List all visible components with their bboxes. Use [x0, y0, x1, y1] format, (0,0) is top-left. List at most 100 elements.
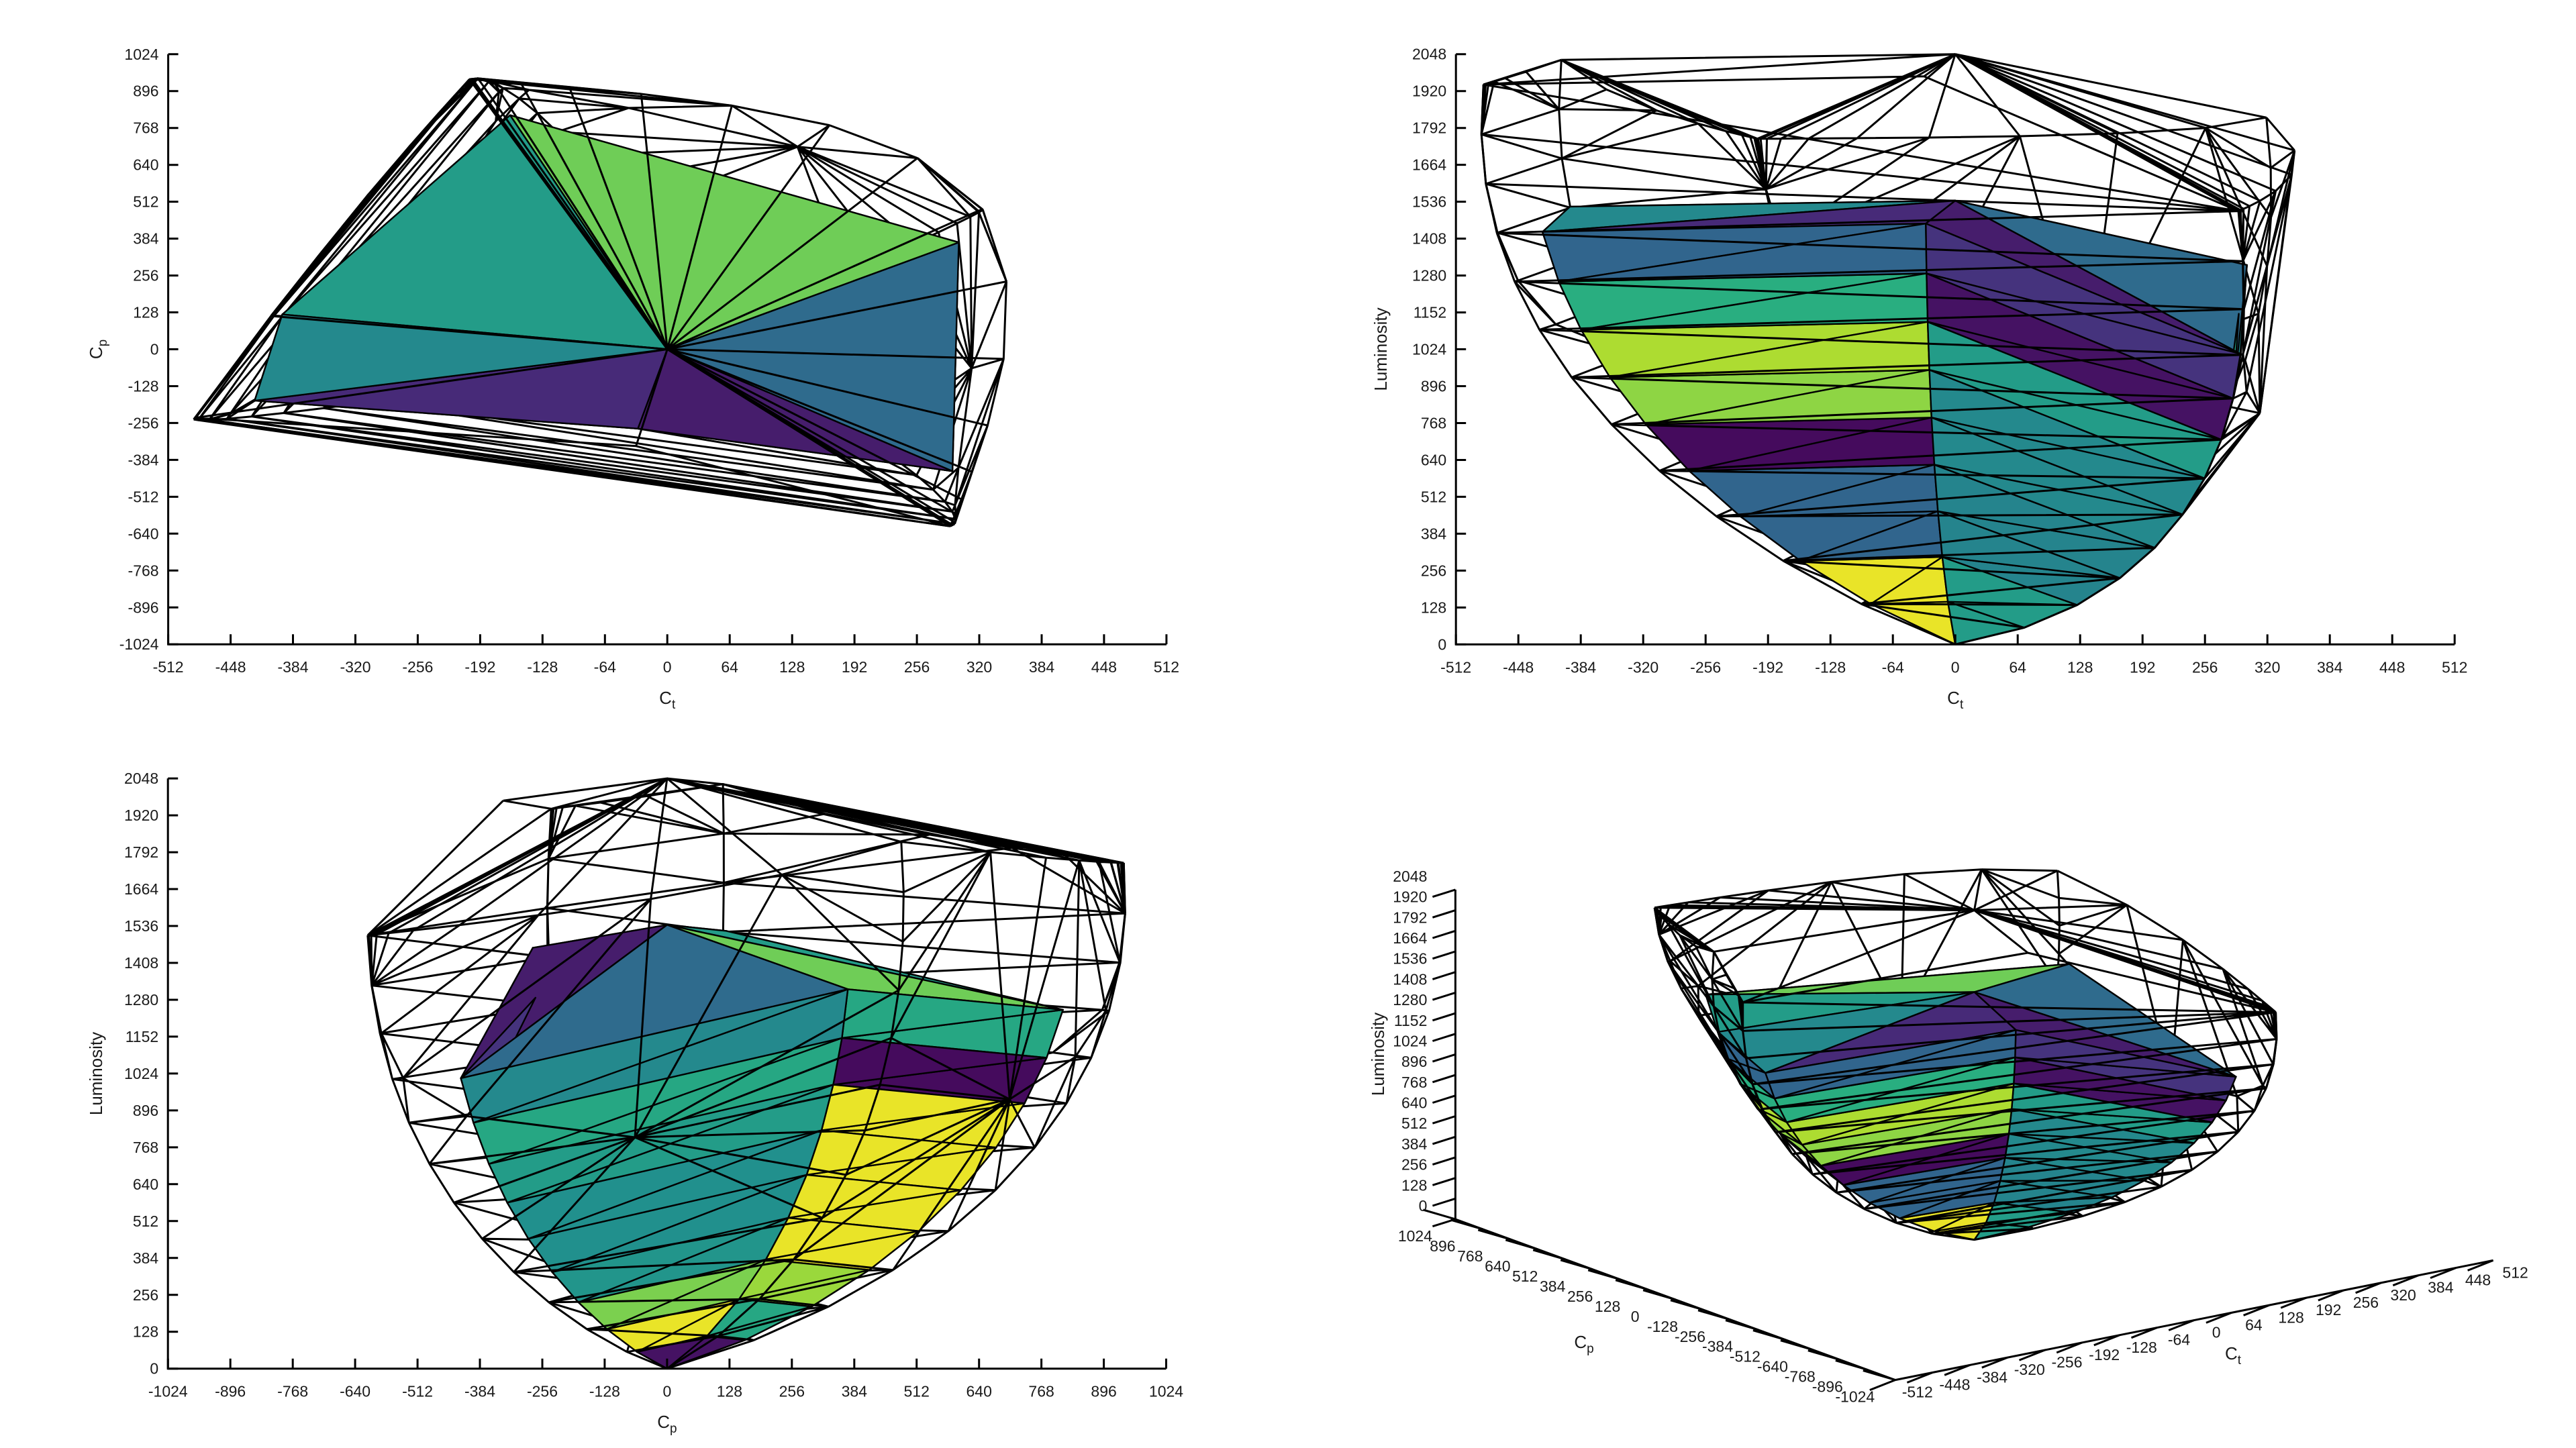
svg-text:448: 448: [1091, 658, 1117, 676]
svg-text:-320: -320: [1628, 658, 1658, 676]
svg-text:1280: 1280: [124, 991, 158, 1009]
svg-text:640: 640: [133, 156, 158, 174]
svg-text:-256: -256: [2051, 1353, 2082, 1371]
svg-text:-64: -64: [2168, 1331, 2190, 1349]
svg-text:-384: -384: [1702, 1338, 1733, 1355]
svg-text:-640: -640: [128, 525, 159, 542]
svg-text:0: 0: [150, 341, 159, 358]
svg-text:1408: 1408: [1412, 230, 1446, 248]
svg-text:384: 384: [1029, 658, 1055, 676]
svg-text:1920: 1920: [1412, 83, 1446, 100]
svg-text:384: 384: [1540, 1278, 1566, 1295]
svg-text:1408: 1408: [124, 954, 158, 972]
svg-text:-768: -768: [128, 562, 159, 579]
svg-text:-1024: -1024: [148, 1383, 188, 1400]
svg-text:128: 128: [133, 1323, 158, 1341]
svg-text:-64: -64: [1882, 658, 1904, 676]
svg-text:448: 448: [2465, 1272, 2491, 1289]
svg-text:1664: 1664: [1393, 929, 1427, 947]
svg-text:128: 128: [1421, 599, 1446, 616]
svg-text:256: 256: [133, 1286, 158, 1304]
svg-text:0: 0: [150, 1360, 158, 1378]
svg-text:1152: 1152: [126, 1028, 158, 1045]
svg-text:-128: -128: [2126, 1339, 2157, 1356]
svg-text:896: 896: [133, 1102, 158, 1119]
svg-text:-512: -512: [1902, 1384, 1933, 1401]
svg-text:768: 768: [1421, 415, 1446, 432]
svg-text:-128: -128: [589, 1383, 620, 1400]
svg-text:512: 512: [1401, 1115, 1427, 1132]
svg-text:640: 640: [1485, 1257, 1510, 1275]
svg-text:384: 384: [133, 230, 159, 248]
svg-text:0: 0: [1438, 635, 1446, 653]
svg-text:0: 0: [2212, 1324, 2221, 1341]
svg-text:256: 256: [1567, 1288, 1593, 1305]
svg-text:896: 896: [1401, 1053, 1427, 1070]
svg-text:-256: -256: [527, 1383, 558, 1400]
svg-text:-768: -768: [1785, 1368, 1816, 1386]
svg-text:-512: -512: [153, 658, 184, 676]
svg-text:1920: 1920: [124, 807, 158, 824]
svg-text:512: 512: [904, 1383, 930, 1400]
svg-text:768: 768: [1401, 1074, 1427, 1091]
svg-text:-192: -192: [1752, 658, 1783, 676]
svg-text:1152: 1152: [1394, 1012, 1427, 1029]
svg-text:1920: 1920: [1393, 888, 1427, 906]
svg-text:1536: 1536: [1412, 193, 1446, 211]
svg-text:384: 384: [133, 1249, 159, 1267]
svg-text:2048: 2048: [1393, 868, 1427, 885]
svg-text:0: 0: [663, 658, 672, 676]
svg-text:256: 256: [779, 1383, 805, 1400]
svg-text:64: 64: [721, 658, 738, 676]
svg-text:320: 320: [2255, 658, 2280, 676]
svg-text:-256: -256: [402, 658, 433, 676]
svg-text:Luminosity: Luminosity: [1368, 1013, 1388, 1096]
svg-text:1024: 1024: [1393, 1032, 1427, 1049]
svg-text:-384: -384: [464, 1383, 495, 1400]
svg-text:1024: 1024: [1149, 1383, 1183, 1400]
svg-text:256: 256: [133, 267, 158, 285]
svg-text:1024: 1024: [1412, 341, 1446, 358]
svg-text:1536: 1536: [1393, 950, 1427, 968]
svg-text:128: 128: [779, 658, 805, 676]
svg-text:0: 0: [663, 1383, 672, 1400]
svg-text:64: 64: [2245, 1316, 2263, 1333]
svg-text:640: 640: [133, 1176, 158, 1193]
svg-text:640: 640: [1421, 452, 1446, 469]
svg-text:-192: -192: [2089, 1346, 2120, 1363]
svg-text:64: 64: [2009, 658, 2026, 676]
svg-text:1024: 1024: [124, 1065, 158, 1082]
svg-text:-128: -128: [128, 378, 159, 395]
svg-text:-896: -896: [128, 599, 159, 616]
svg-text:-512: -512: [1440, 658, 1471, 676]
svg-text:768: 768: [1457, 1247, 1483, 1265]
svg-text:896: 896: [1091, 1383, 1116, 1400]
svg-text:192: 192: [2316, 1301, 2341, 1318]
svg-text:128: 128: [2278, 1308, 2303, 1326]
svg-text:1152: 1152: [1414, 304, 1446, 321]
svg-text:384: 384: [1401, 1135, 1428, 1153]
svg-text:192: 192: [2130, 658, 2155, 676]
svg-text:256: 256: [1401, 1156, 1427, 1174]
svg-text:768: 768: [133, 1139, 158, 1156]
svg-text:-128: -128: [1815, 658, 1846, 676]
svg-text:-448: -448: [215, 658, 246, 676]
svg-text:512: 512: [2502, 1263, 2528, 1281]
svg-text:-320: -320: [340, 658, 370, 676]
svg-text:384: 384: [1421, 525, 1447, 542]
svg-text:-128: -128: [1647, 1318, 1678, 1335]
svg-text:512: 512: [1512, 1268, 1538, 1285]
svg-text:768: 768: [133, 119, 158, 137]
svg-text:448: 448: [2379, 658, 2405, 676]
svg-text:1280: 1280: [1393, 991, 1427, 1009]
svg-text:-512: -512: [402, 1383, 433, 1400]
svg-text:192: 192: [842, 658, 867, 676]
svg-text:-384: -384: [1977, 1368, 2008, 1386]
svg-text:0: 0: [1631, 1308, 1640, 1325]
svg-text:384: 384: [2428, 1279, 2454, 1296]
svg-text:-320: -320: [2014, 1361, 2045, 1378]
svg-text:512: 512: [133, 193, 158, 211]
svg-text:512: 512: [1154, 658, 1179, 676]
svg-text:Luminosity: Luminosity: [86, 1032, 106, 1115]
svg-text:-256: -256: [128, 414, 159, 431]
